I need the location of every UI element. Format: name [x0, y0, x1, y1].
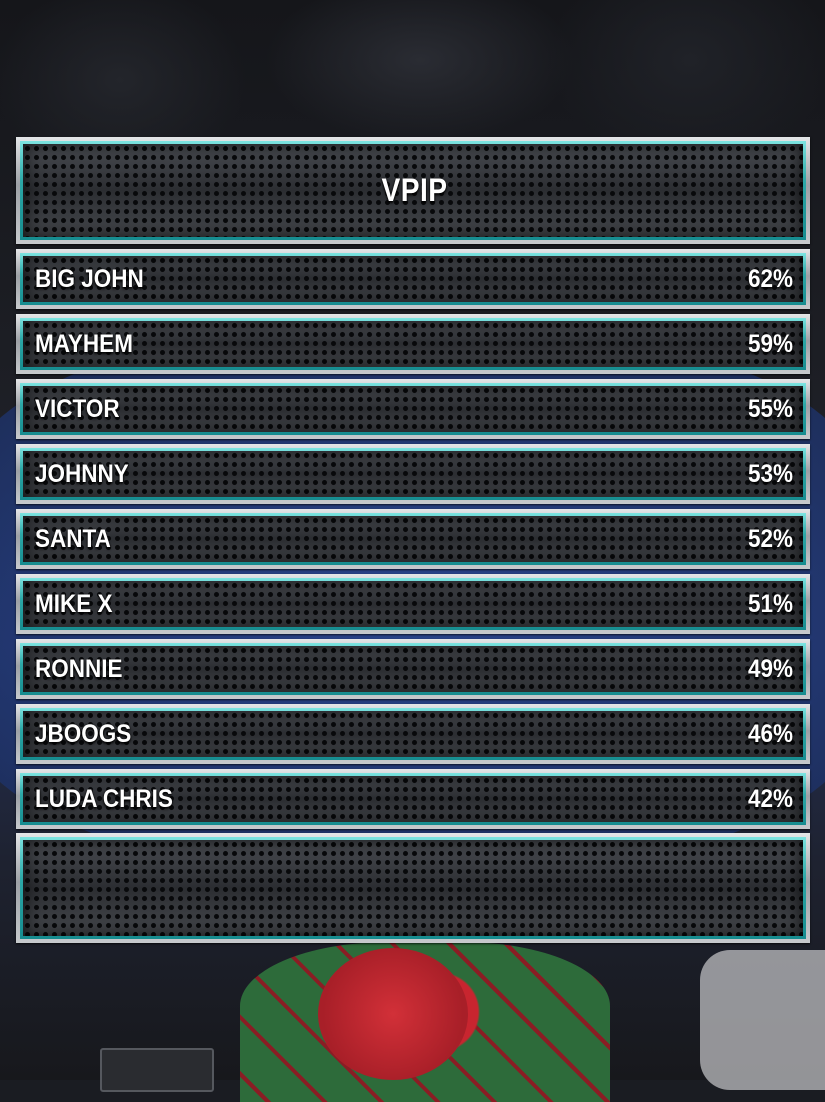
leaderboard-row: JBOOGS 46%: [16, 704, 810, 764]
leaderboard-row: SANTA 52%: [16, 509, 810, 569]
leaderboard-row: MAYHEM 59%: [16, 314, 810, 374]
player-name: VICTOR: [35, 394, 120, 423]
leaderboard-row: MIKE X 51%: [16, 574, 810, 634]
player-name: MAYHEM: [35, 329, 133, 358]
chair: [700, 950, 825, 1090]
player-vpip: 51%: [747, 589, 793, 618]
leaderboard-row: LUDA CHRIS 42%: [16, 769, 810, 829]
player-vpip: 62%: [747, 264, 793, 293]
player-name: JOHNNY: [35, 459, 129, 488]
leaderboard-footer: [16, 833, 810, 943]
player-vpip: 49%: [747, 654, 793, 683]
leaderboard-row: BIG JOHN 62%: [16, 249, 810, 309]
player-name: JBOOGS: [35, 719, 132, 748]
player-vpip: 52%: [747, 524, 793, 553]
player-name: LUDA CHRIS: [35, 784, 173, 813]
leaderboard-header: VPIP: [16, 137, 810, 244]
player-vpip: 55%: [747, 394, 793, 423]
player-vpip: 42%: [747, 784, 793, 813]
leaderboard-title: VPIP: [381, 172, 447, 208]
leaderboard-row: VICTOR 55%: [16, 379, 810, 439]
leaderboard-row: JOHNNY 53%: [16, 444, 810, 504]
player-hat: [318, 948, 468, 1080]
player-name: RONNIE: [35, 654, 123, 683]
player-vpip: 46%: [747, 719, 793, 748]
player-name: SANTA: [35, 524, 111, 553]
player-vpip: 53%: [747, 459, 793, 488]
player-name: MIKE X: [35, 589, 113, 618]
player-name: BIG JOHN: [35, 264, 144, 293]
leaderboard-row: RONNIE 49%: [16, 639, 810, 699]
player-vpip: 59%: [747, 329, 793, 358]
